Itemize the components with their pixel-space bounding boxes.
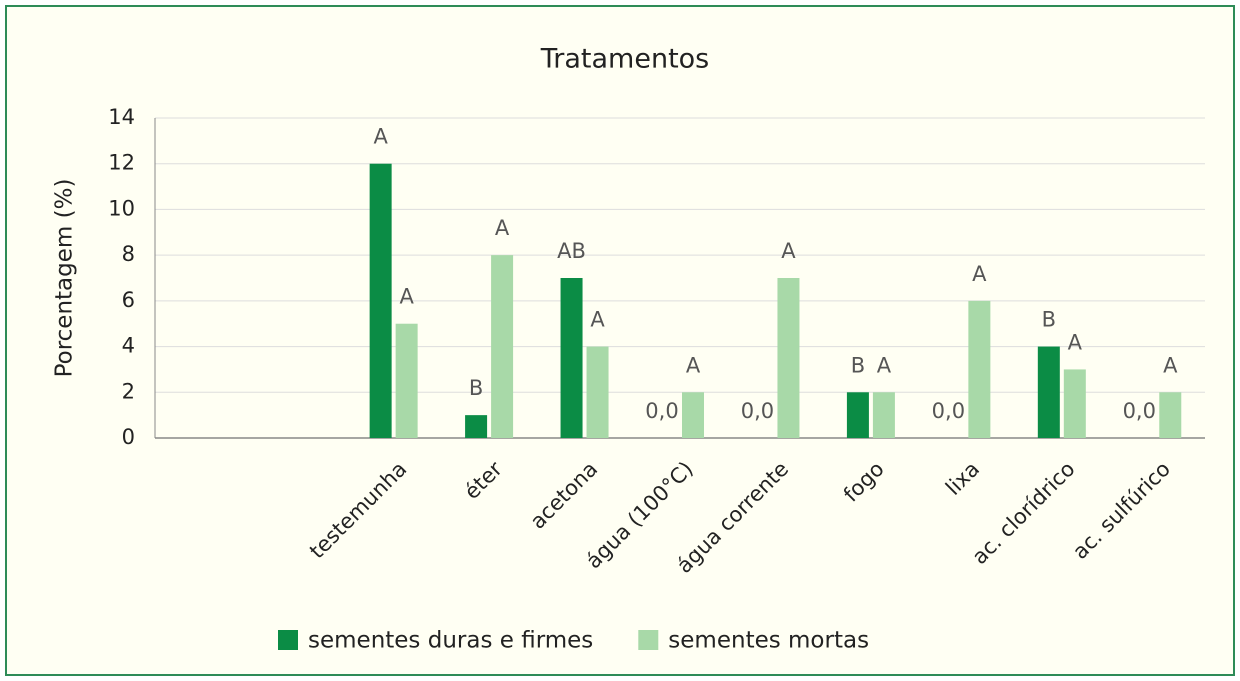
- data-label: AB: [557, 239, 586, 263]
- y-tick-label: 10: [108, 196, 135, 220]
- chart-title: Tratamentos: [540, 44, 710, 75]
- data-label: A: [781, 239, 796, 263]
- data-label: B: [1042, 308, 1056, 332]
- bar: [395, 323, 418, 438]
- y-tick-label: 12: [108, 151, 135, 175]
- legend-label: sementes mortas: [668, 628, 869, 654]
- chart-frame: [5, 5, 1235, 676]
- data-label: 0,0: [1123, 399, 1156, 423]
- data-label: A: [373, 125, 388, 149]
- data-label: A: [590, 308, 605, 332]
- legend-swatch: [638, 630, 659, 650]
- y-tick-label: 8: [122, 242, 135, 266]
- data-label: A: [1068, 330, 1083, 354]
- y-tick-label: 6: [122, 288, 135, 312]
- data-label: B: [851, 353, 865, 377]
- y-axis-label: Porcentagem (%): [52, 179, 78, 378]
- data-label: 0,0: [645, 399, 678, 423]
- bar: [968, 300, 991, 438]
- bar: [1037, 346, 1060, 438]
- data-label: B: [469, 376, 483, 400]
- bar: [491, 255, 514, 438]
- legend-label: sementes duras e firmes: [308, 628, 593, 654]
- bar: [682, 392, 704, 438]
- y-tick-label: 14: [108, 105, 135, 129]
- bar: [1063, 369, 1086, 438]
- data-label: 0,0: [932, 399, 965, 423]
- data-label: A: [877, 353, 892, 377]
- data-label: A: [972, 262, 987, 286]
- data-label: A: [1163, 353, 1178, 377]
- bar: [586, 346, 609, 438]
- bar: [1159, 392, 1182, 438]
- bar: [872, 392, 895, 438]
- y-tick-label: 2: [122, 379, 135, 403]
- bar: [560, 278, 583, 438]
- data-label: A: [686, 353, 701, 377]
- legend-swatch: [278, 630, 298, 650]
- bar: [777, 278, 800, 438]
- data-label: A: [399, 285, 414, 309]
- data-label: A: [495, 216, 510, 240]
- bar: [465, 415, 488, 438]
- bar: [846, 392, 869, 438]
- bar: [369, 163, 392, 438]
- data-label: 0,0: [741, 399, 774, 423]
- y-tick-label: 0: [122, 425, 135, 449]
- y-tick-label: 4: [122, 334, 135, 358]
